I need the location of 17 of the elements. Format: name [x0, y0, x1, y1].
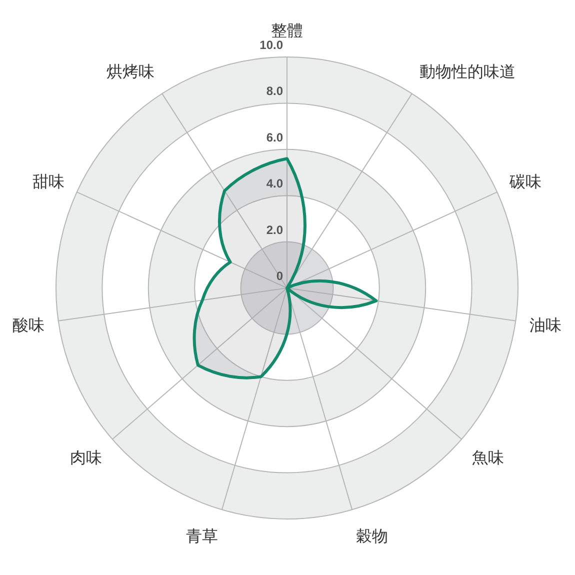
y-tick-label: 0 — [276, 269, 284, 283]
spoke-label: 整體 — [271, 21, 303, 40]
spoke-label: 碳味 — [508, 172, 542, 191]
spoke-label: 油味 — [529, 316, 562, 335]
spoke-label: 肉味 — [70, 448, 102, 467]
y-tick-label: 10.0 — [260, 38, 284, 52]
y-tick-label: 4.0 — [266, 176, 284, 191]
spoke-label: 甜味 — [32, 172, 64, 191]
y-tick-label: 6.0 — [266, 130, 284, 144]
spoke-label: 烘烤味 — [106, 62, 155, 82]
spoke-label: 動物性的味道 — [419, 62, 516, 82]
spoke-label: 穀物 — [356, 526, 388, 546]
spoke-label: 青草 — [186, 526, 218, 546]
spoke-label: 酸味 — [12, 316, 45, 335]
spoke-label: 魚味 — [472, 448, 504, 467]
y-tick-label: 8.0 — [266, 84, 284, 98]
y-tick-label: 2.0 — [266, 222, 284, 237]
